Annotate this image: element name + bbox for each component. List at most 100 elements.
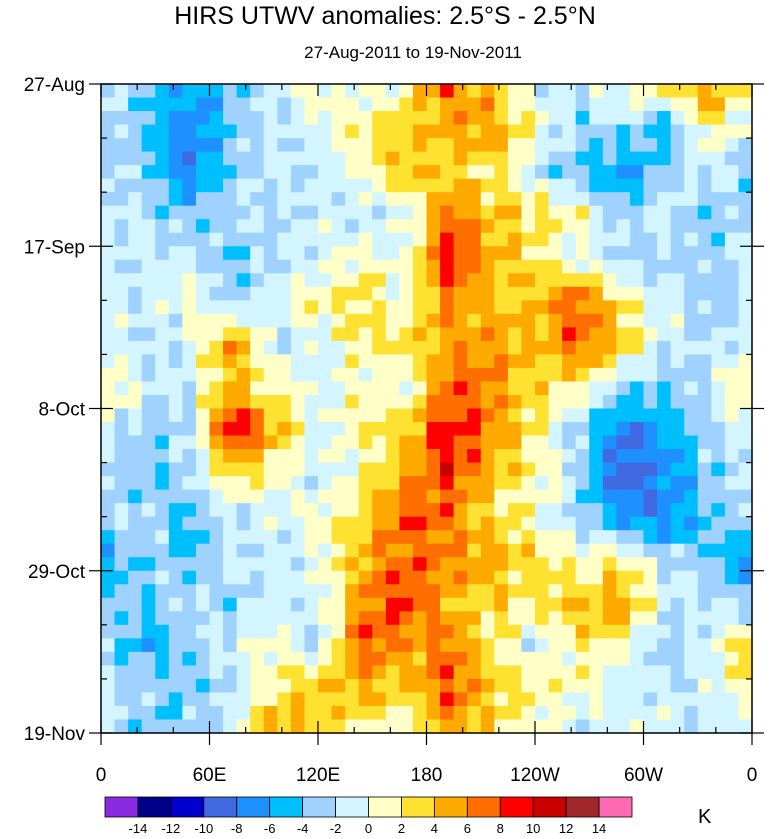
colorbar-label: -14 [129,821,148,834]
heatmap-cell [616,354,631,369]
heatmap-cell [114,584,129,599]
heatmap-cell [101,381,116,396]
heatmap-cell [155,692,170,707]
heatmap-cell [575,138,590,153]
heatmap-cell [182,692,197,707]
heatmap-cell [290,259,306,274]
heatmap-cell [399,503,414,518]
heatmap-cell [480,530,495,545]
heatmap-cell [589,300,604,315]
heatmap-cell [223,719,238,734]
heatmap-cell [494,705,509,721]
heatmap-cell [209,340,224,356]
heatmap-cell [616,219,631,234]
heatmap-cell [345,124,360,139]
heatmap-cell [195,422,211,437]
heatmap-cell [724,570,740,585]
heatmap-cell [521,300,536,315]
heatmap-cell [399,570,414,585]
heatmap-cell [263,408,278,423]
heatmap-cell [318,597,333,612]
heatmap-cell [290,489,306,504]
heatmap-cell [738,84,753,99]
heatmap-cell [575,422,590,437]
heatmap-cell [643,516,658,531]
heatmap-cell [724,84,740,99]
heatmap-cell [697,435,712,450]
heatmap-cell [114,557,129,572]
heatmap-cell [345,624,360,639]
heatmap-cell [657,111,672,126]
heatmap-cell [467,692,482,707]
heatmap-cell [304,638,319,653]
heatmap-cell [114,530,129,545]
heatmap-cell [657,449,672,464]
heatmap-cell [616,503,631,518]
heatmap-cell [385,422,400,437]
heatmap-cell [562,611,577,626]
heatmap-cell [602,705,617,721]
heatmap-cell [209,165,224,180]
heatmap-cell [480,435,495,450]
x-tick-label: 120E [296,765,340,786]
heatmap-cell [345,638,360,653]
heatmap-cell [562,151,577,166]
heatmap-cell [670,705,685,721]
heatmap-cell [616,367,631,383]
heatmap-cell [331,84,346,99]
heatmap-cell [412,205,428,220]
heatmap-cell [494,381,509,396]
heatmap-cell [223,273,238,288]
heatmap-cell [345,462,360,477]
heatmap-cell [412,232,428,247]
heatmap-cell [440,530,455,545]
heatmap-cell [223,692,238,707]
heatmap-cell [657,651,672,666]
heatmap-cell [399,84,414,99]
heatmap-cell [277,327,292,342]
heatmap-cell [440,219,455,234]
heatmap-cell [155,165,170,180]
heatmap-cell [412,97,428,112]
heatmap-cell [223,597,238,612]
heatmap-cell [114,543,129,558]
heatmap-cell [141,435,156,450]
heatmap-cell [643,692,658,707]
heatmap-cell [168,503,183,518]
heatmap-cell [168,340,183,356]
heatmap-cell [277,597,292,612]
heatmap-cell [399,300,414,315]
heatmap-cell [575,543,590,558]
heatmap-cell [412,665,428,680]
heatmap-cell [182,151,197,166]
heatmap-cell [507,219,523,234]
heatmap-cell [684,557,699,572]
heatmap-cell [128,543,143,558]
heatmap-cell [562,557,577,572]
heatmap-cell [101,611,116,626]
heatmap-cell [697,665,712,680]
heatmap-cell [263,394,278,410]
heatmap-cell [168,462,183,477]
heatmap-cell [467,178,482,193]
heatmap-cell [141,381,156,396]
heatmap-cell [535,151,550,166]
heatmap-cell [114,219,129,234]
heatmap-cell [589,394,604,410]
heatmap-cell [589,246,604,261]
heatmap-cell [141,300,156,315]
heatmap-cell [602,462,617,477]
heatmap-cell [575,381,590,396]
heatmap-cell [589,597,604,612]
heatmap-cell [738,394,753,410]
heatmap-cell [535,205,550,220]
heatmap-cell [399,624,414,639]
heatmap-cell [521,705,536,721]
heatmap-cell [494,449,509,464]
heatmap-cell [385,503,400,518]
heatmap-cell [236,273,251,288]
heatmap-cell [657,530,672,545]
heatmap-cell [467,367,482,383]
heatmap-cell [209,327,224,342]
heatmap-cell [209,192,224,207]
